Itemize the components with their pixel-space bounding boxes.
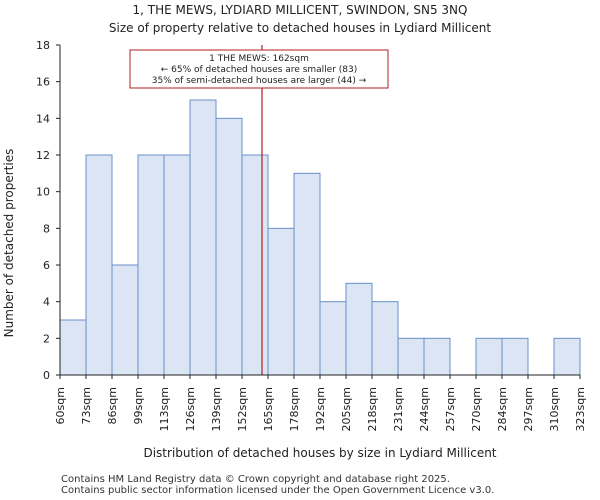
bar-284sqm [501,337,529,376]
chart-title: 1, THE MEWS, LYDIARD MILLICENT, SWINDON,… [133,3,468,17]
bar-205sqm [345,282,373,376]
x-tick-label: 113sqm [158,387,171,431]
bar-165sqm [267,227,295,376]
x-tick-label: 178sqm [288,387,301,431]
x-axis-label: Distribution of detached houses by size … [143,446,496,460]
y-tick-label: 12 [36,149,50,162]
x-tick-label: 257sqm [444,387,457,431]
y-axis-label: Number of detached properties [2,149,16,338]
annotation-line-1: 1 THE MEWS: 162sqm [209,54,309,64]
bar-178sqm [293,172,321,376]
x-tick-label: 244sqm [418,387,431,431]
bar-139sqm [215,117,243,376]
x-tick-label: 323sqm [574,387,587,431]
y-tick-label: 8 [43,222,50,235]
x-axis-ticks: 60sqm 73sqm 86sqm 99sqm 113sqm 126sqm 139sqm 15… [54,375,587,431]
x-tick-label: 99sqm [132,387,145,424]
y-tick-label: 10 [36,186,50,199]
y-tick-label: 18 [36,39,50,52]
bars-group [59,99,581,376]
x-tick-label: 205sqm [340,387,353,431]
marker-annotation: 1 THE MEWS: 162sqm ← 65% of detached hou… [129,49,389,89]
x-tick-label: 86sqm [106,387,119,424]
x-tick-label: 152sqm [236,387,249,431]
bar-73sqm [85,154,113,376]
x-tick-label: 284sqm [496,387,509,431]
x-tick-label: 165sqm [262,387,275,431]
bar-113sqm [163,154,191,376]
x-tick-label: 192sqm [314,387,327,431]
bar-218sqm [371,301,399,376]
x-tick-label: 126sqm [184,387,197,431]
footer-line-2: Contains public sector information licen… [61,485,495,496]
y-tick-label: 6 [43,259,50,272]
x-tick-label: 270sqm [470,387,483,431]
x-tick-label: 218sqm [366,387,379,431]
bar-60sqm [59,319,87,376]
x-tick-label: 310sqm [548,387,561,431]
x-tick-label: 231sqm [392,387,405,431]
bar-192sqm [319,301,347,376]
annotation-line-2: ← 65% of detached houses are smaller (83… [161,65,358,75]
y-tick-label: 16 [36,76,50,89]
bar-99sqm [137,154,165,376]
bar-244sqm [423,337,451,376]
annotation-line-3: 35% of semi-detached houses are larger (… [152,76,367,86]
bar-270sqm [475,337,503,376]
x-tick-label: 139sqm [210,387,223,431]
bar-310sqm [553,337,581,376]
footer-line-1: Contains HM Land Registry data © Crown c… [61,474,450,485]
bar-231sqm [397,337,425,376]
x-tick-label: 297sqm [522,387,535,431]
y-axis-ticks: 0 2 4 6 8 10 12 14 16 18 [36,39,60,382]
bar-86sqm [111,264,139,376]
bar-152sqm [241,154,269,376]
y-tick-label: 4 [43,296,50,309]
y-tick-label: 14 [36,112,50,125]
x-tick-label: 60sqm [54,387,67,424]
x-tick-label: 73sqm [80,387,93,424]
chart-subtitle: Size of property relative to detached ho… [109,21,491,35]
bar-126sqm [189,99,217,376]
annotation-box [129,49,389,89]
y-tick-label: 0 [43,369,50,382]
y-tick-label: 2 [43,332,50,345]
